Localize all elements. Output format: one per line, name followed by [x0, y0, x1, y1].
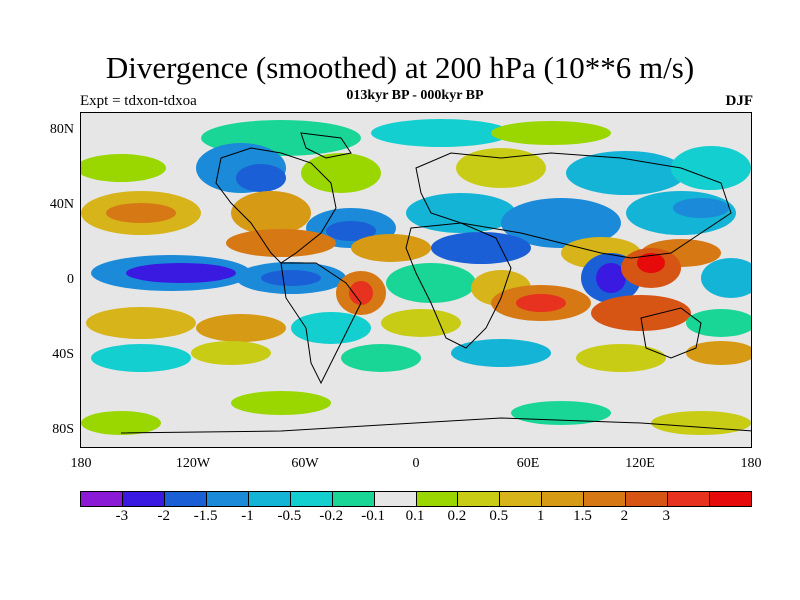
colorbar-segment — [458, 492, 501, 506]
colorbar-segment — [710, 492, 751, 506]
x-tick-label: 180 — [70, 456, 92, 471]
experiment-label: Expt = tdxon-tdxoa — [80, 93, 197, 109]
colorbar-segment — [248, 492, 291, 506]
colorbar-segment — [626, 492, 669, 506]
colorbar-segment — [374, 492, 417, 506]
colorbar-label: 1 — [536, 508, 545, 524]
y-tick-label: 40N — [49, 197, 74, 212]
plot-title: Divergence (smoothed) at 200 hPa (10**6 … — [105, 50, 695, 85]
colorbar-segment — [416, 492, 459, 506]
colorbar-segment — [584, 492, 627, 506]
x-tick-label: 60E — [516, 456, 540, 471]
divergence-field — [81, 119, 751, 435]
colorbar-segment — [206, 492, 249, 506]
colorbar-segment — [164, 492, 207, 506]
x-tick-label: 0 — [412, 456, 420, 471]
y-tick-label: 80S — [52, 422, 74, 437]
colorbar-label: 3 — [662, 508, 671, 524]
colorbar-segment — [122, 492, 165, 506]
y-tick-label: 0 — [67, 272, 74, 287]
y-tick-label: 80N — [49, 122, 74, 137]
colorbar-label: -0.2 — [319, 508, 344, 524]
colorbar-segment — [81, 492, 123, 506]
colorbar-label: -1.5 — [193, 508, 218, 524]
x-tick-label: 60W — [291, 456, 319, 471]
colorbar-label: -2 — [157, 508, 171, 524]
season-label: DJF — [725, 93, 754, 109]
colorbar-segment — [500, 492, 543, 506]
colorbar-segment — [668, 492, 711, 506]
coastlines — [120, 132, 751, 434]
map-panel — [80, 112, 752, 448]
colorbar-label: 0.2 — [447, 508, 467, 524]
colorbar-label: -0.1 — [361, 508, 385, 524]
plot-subtitle: 013kyr BP - 000kyr BP — [346, 88, 484, 103]
colorbar — [80, 491, 752, 507]
colorbar-label: 0.1 — [405, 508, 425, 524]
colorbar-segment — [290, 492, 333, 506]
colorbar-label: -3 — [115, 508, 129, 524]
colorbar-label: -1 — [241, 508, 254, 524]
x-tick-label: 120E — [625, 456, 655, 471]
colorbar-label: 0.5 — [489, 508, 509, 524]
x-tick-label: 120W — [175, 456, 211, 471]
colorbar-label: 2 — [620, 508, 629, 524]
x-tick-label: 180 — [740, 456, 762, 471]
divergence-map — [81, 113, 751, 447]
colorbar-segment — [542, 492, 585, 506]
y-tick-label: 40S — [52, 347, 74, 362]
colorbar-label: 1.5 — [573, 508, 592, 524]
colorbar-segment — [332, 492, 375, 506]
colorbar-label: -0.5 — [277, 508, 302, 524]
